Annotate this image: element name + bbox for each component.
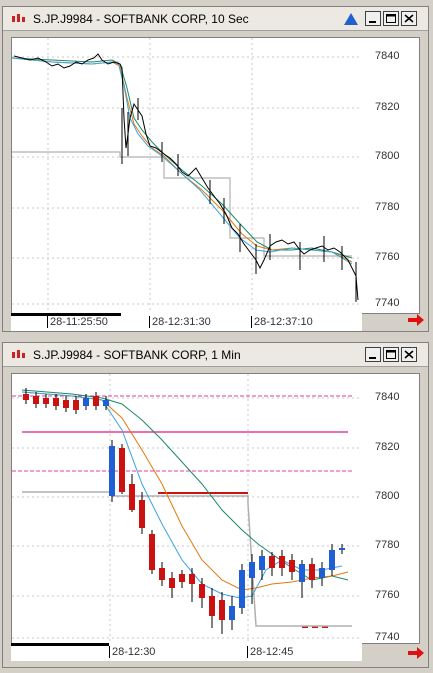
- price-axis[interactable]: 7840 7820 7800 7780 7760 7740: [361, 374, 419, 643]
- y-tick-label: 7840: [375, 391, 400, 403]
- price-chart-area[interactable]: 7840 7820 7800 7780 7760 7740: [11, 373, 420, 644]
- title-bar[interactable]: S.JP.J9984 - SOFTBANK CORP, 1 Min: [3, 343, 428, 367]
- chart-window-1min: S.JP.J9984 - SOFTBANK CORP, 1 Min: [2, 342, 429, 668]
- maximize-button[interactable]: [383, 347, 399, 362]
- maximize-icon: [386, 14, 396, 23]
- minimize-icon: [369, 21, 376, 23]
- candlestick-app-icon: [12, 350, 25, 358]
- chart-window-10sec: S.JP.J9984 - SOFTBANK CORP, 10 Sec: [2, 6, 429, 332]
- close-icon: [404, 350, 414, 359]
- scroll-position-bar[interactable]: [11, 313, 121, 316]
- y-tick-label: 7780: [375, 539, 400, 551]
- blue-triangle-icon[interactable]: [343, 12, 359, 26]
- price-chart-svg: [12, 38, 363, 313]
- close-icon: [404, 14, 414, 23]
- y-tick-label: 7800: [375, 150, 400, 162]
- y-tick-label: 7840: [375, 50, 400, 62]
- x-tick-label: 28-12:30: [109, 646, 155, 658]
- maximize-icon: [386, 350, 396, 359]
- scroll-position-bar[interactable]: [11, 643, 109, 646]
- y-tick-label: 7740: [375, 631, 400, 643]
- scroll-right-arrow-icon[interactable]: [408, 647, 424, 659]
- window-title: S.JP.J9984 - SOFTBANK CORP, 10 Sec: [33, 12, 249, 26]
- y-tick-label: 7760: [375, 589, 400, 601]
- price-axis[interactable]: 7840 7820 7800 7780 7760 7740: [361, 38, 419, 313]
- window-title: S.JP.J9984 - SOFTBANK CORP, 1 Min: [33, 348, 241, 362]
- minimize-button[interactable]: [365, 11, 381, 26]
- minimize-button[interactable]: [365, 347, 381, 362]
- x-tick-label: 28-12:37:10: [251, 316, 313, 328]
- title-bar[interactable]: S.JP.J9984 - SOFTBANK CORP, 10 Sec: [3, 7, 428, 31]
- x-tick-label: 28-12:45: [247, 646, 293, 658]
- price-chart-svg: [12, 374, 363, 643]
- minimize-icon: [369, 357, 376, 359]
- y-tick-label: 7800: [375, 490, 400, 502]
- y-tick-label: 7820: [375, 441, 400, 453]
- y-tick-label: 7820: [375, 101, 400, 113]
- price-chart-area[interactable]: 7840 7820 7800 7780 7760 7740: [11, 37, 420, 314]
- close-button[interactable]: [401, 11, 417, 26]
- time-axis[interactable]: 28-12:30 28-12:45: [11, 643, 362, 661]
- y-tick-label: 7760: [375, 251, 400, 263]
- candlestick-app-icon: [12, 14, 25, 22]
- maximize-button[interactable]: [383, 11, 399, 26]
- time-axis[interactable]: 28-11:25:50 28-12:31:30 28-12:37:10: [11, 313, 362, 331]
- x-tick-label: 28-11:25:50: [47, 316, 108, 328]
- scroll-right-arrow-icon[interactable]: [408, 314, 424, 326]
- x-tick-label: 28-12:31:30: [149, 316, 211, 328]
- candlesticks: [23, 388, 345, 634]
- y-tick-label: 7780: [375, 201, 400, 213]
- y-tick-label: 7740: [375, 297, 400, 309]
- close-button[interactable]: [401, 347, 417, 362]
